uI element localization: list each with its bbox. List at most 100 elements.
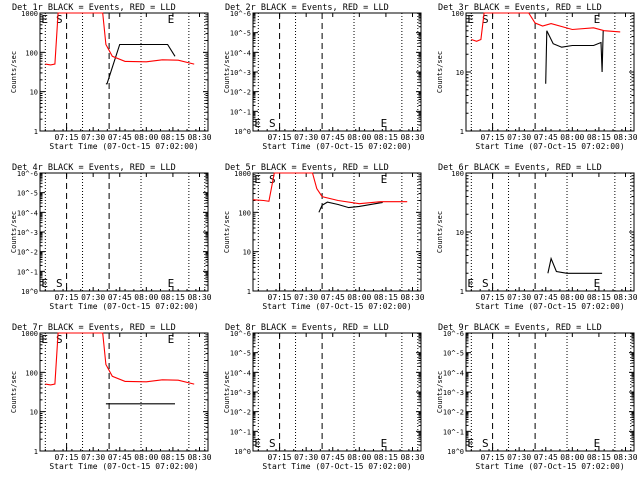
x-tick-label: 08:30 [613,453,637,462]
x-tick-label: 07:45 [321,453,345,462]
plot-frame [252,12,422,132]
panel-title: Det 3r BLACK = Events, RED = LLD [438,3,602,13]
x-tick-label: 07:15 [55,293,79,302]
y-tick-label: 1000 [234,170,251,178]
y-tick-label: 10^0 [21,288,38,296]
start-marker-label: S [56,13,63,26]
panel-title: Det 4r BLACK = Events, RED = LLD [12,163,176,173]
plot-frame [39,172,209,292]
panel-9: Det 9r BLACK = Events, RED = LLD 10^0 10^-… [436,323,638,471]
y-tick-label: 10^-3 [443,389,464,397]
x-tick-label: 08:15 [374,133,398,142]
y-tick-label: 10 [30,409,38,417]
y-tick-label: 10^0 [234,128,251,136]
series-line [45,332,195,386]
x-tick-label: 08:30 [613,293,637,302]
x-tick-label: 07:45 [321,293,345,302]
edge-marker-label: E [254,117,261,130]
x-tick-label: 07:15 [481,133,505,142]
plot-frame [252,332,422,452]
x-tick-label: 07:45 [108,133,132,142]
x-axis-label: Start Time (07-Oct-15 07:02:00) [475,302,624,311]
series-line [545,30,604,84]
x-tick-label: 08:30 [187,133,211,142]
end-marker-label: E [594,277,601,290]
end-marker-label: E [168,277,175,290]
panel-5: Det 5r BLACK = Events, RED = LLD 1 10 100 10… [223,163,425,311]
x-axis-label: Start Time (07-Oct-15 07:02:00) [49,142,198,151]
y-tick-label: 10^-3 [17,229,38,237]
x-axis-label: Start Time (07-Oct-15 07:02:00) [475,142,624,151]
edge-marker-label: E [41,333,48,346]
y-tick-label: 10^-3 [230,389,251,397]
y-tick-label: 10 [30,89,38,97]
x-axis-label: Start Time (07-Oct-15 07:02:00) [262,302,411,311]
end-marker-label: E [381,117,388,130]
x-tick-label: 08:30 [400,293,424,302]
y-tick-label: 100 [451,170,464,178]
y-tick-label: 10^-1 [230,428,251,436]
x-tick-label: 08:30 [400,133,424,142]
panel-title: Det 9r BLACK = Events, RED = LLD [438,323,602,333]
x-tick-label: 07:30 [507,453,531,462]
x-axis-label: Start Time (07-Oct-15 07:02:00) [475,462,624,471]
start-marker-label: S [482,437,489,450]
start-marker-label: S [56,333,63,346]
x-tick-label: 08:00 [134,133,158,142]
x-tick-label: 08:00 [560,293,584,302]
y-tick-label: 10^-2 [17,249,38,257]
panel-title: Det 5r BLACK = Events, RED = LLD [225,163,389,173]
x-tick-label: 07:15 [268,293,292,302]
end-marker-label: E [381,173,388,186]
x-tick-label: 08:00 [347,453,371,462]
y-tick-label: 1 [247,288,251,296]
panel-4: Det 4r BLACK = Events, RED = LLD 10^0 10^-… [10,163,212,311]
end-marker-label: E [381,437,388,450]
x-tick-label: 08:15 [587,133,611,142]
x-tick-label: 07:45 [108,293,132,302]
end-marker-label: E [594,13,601,26]
panel-7: Det 7r BLACK = Events, RED = LLD 1 10 100 10… [10,323,212,471]
x-tick-label: 07:45 [534,453,558,462]
y-tick-label: 10^-1 [230,108,251,116]
x-tick-label: 08:30 [187,453,211,462]
panel-title: Det 7r BLACK = Events, RED = LLD [12,323,176,333]
x-axis-label: Start Time (07-Oct-15 07:02:00) [262,462,411,471]
x-tick-label: 07:45 [534,293,558,302]
y-tick-label: 1000 [21,10,38,18]
plot-frame [465,332,635,452]
x-tick-label: 07:15 [55,453,79,462]
x-tick-label: 07:15 [268,133,292,142]
end-marker-label: E [168,13,175,26]
series-line [471,12,621,42]
y-tick-label: 10^-4 [443,369,464,377]
y-tick-label: 10^-6 [17,170,38,178]
y-tick-label: 10^-5 [443,350,464,358]
panel-title: Det 8r BLACK = Events, RED = LLD [225,323,389,333]
y-tick-label: 10^-2 [230,409,251,417]
x-tick-label: 08:15 [161,453,185,462]
panel-2: Det 2r BLACK = Events, RED = LLD 10^0 10^-… [223,3,425,151]
x-tick-label: 08:00 [560,133,584,142]
x-tick-label: 08:00 [347,133,371,142]
start-marker-label: S [482,13,489,26]
series-line [45,12,195,66]
series-line [547,256,603,274]
x-tick-label: 08:15 [161,293,185,302]
panel-title: Det 6r BLACK = Events, RED = LLD [438,163,602,173]
x-axis-label: Start Time (07-Oct-15 07:02:00) [49,462,198,471]
y-tick-label: 10^-5 [230,30,251,38]
panel-6: Det 6r BLACK = Events, RED = LLD 1 10 100 Co… [436,163,638,311]
y-tick-label: 10^-5 [17,190,38,198]
x-tick-label: 07:30 [81,293,105,302]
y-axis-label: Counts/sec [10,371,18,413]
edge-marker-label: E [467,277,474,290]
y-tick-label: 10^-6 [443,330,464,338]
x-tick-label: 08:15 [587,453,611,462]
x-tick-label: 08:00 [134,453,158,462]
x-tick-label: 07:30 [507,133,531,142]
y-tick-label: 1 [34,448,38,456]
y-tick-label: 1 [460,288,464,296]
end-marker-label: E [168,333,175,346]
